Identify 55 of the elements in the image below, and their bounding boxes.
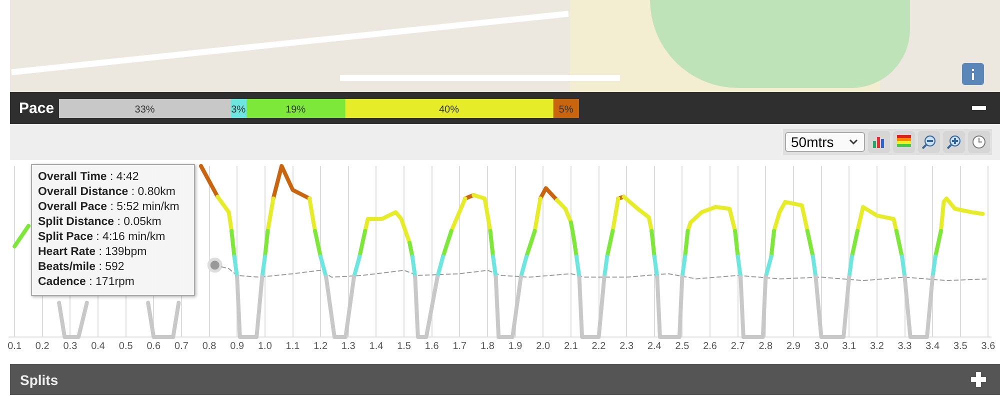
- x-tick-label: 1.9: [508, 340, 523, 352]
- bar: [59, 98, 231, 118]
- x-tick-label: 1.4: [369, 340, 384, 352]
- x-tick-label: 1.5: [397, 340, 412, 352]
- x-tick-label: 2.3: [620, 340, 634, 352]
- distance-select: 50mtrs: [785, 132, 865, 152]
- x-tick-label: 2.4: [647, 340, 662, 352]
- x-tick-label: 0.2: [35, 340, 50, 352]
- x-tick-label: 1.2: [314, 340, 328, 352]
- bar: [246, 98, 346, 118]
- x-tick-label: 3.4: [926, 340, 940, 352]
- x-tick-label: 1.6: [424, 340, 440, 352]
- x-tick-label: 3.6: [981, 340, 996, 352]
- x-tick-label: 2.9: [786, 340, 801, 352]
- x-tick-label: 2.6: [703, 340, 718, 352]
- x-tick-label: 0.5: [118, 340, 134, 352]
- bar: [344, 98, 554, 118]
- x-tick-label: 2.7: [730, 340, 746, 352]
- annotation: Split Distance : 0.05km: [38, 215, 162, 230]
- x-tick-label: 1.8: [480, 340, 495, 352]
- annotation: Overall Pace : 5:52 min/km: [38, 200, 180, 215]
- x-tick-label: 1.0: [258, 340, 272, 352]
- annotation: Cadence : 171rpm: [38, 275, 136, 290]
- x-tick-label: 1.1: [286, 340, 300, 352]
- x-tick-label: 3.5: [953, 340, 968, 352]
- x-tick-label: 1.7: [452, 340, 468, 352]
- annotation: Beats/mile : 592: [38, 260, 126, 275]
- x-tick-label: 0.9: [230, 340, 244, 352]
- x-tick-label: 2.0: [536, 340, 551, 352]
- x-tick-label: 0.3: [63, 340, 78, 352]
- x-tick-label: 2.8: [758, 340, 774, 352]
- annotation: Overall Time : 4:42: [38, 170, 140, 185]
- data-label: 33%: [134, 104, 155, 115]
- x-tick-label: 2.5: [675, 340, 690, 352]
- x-tick-label: 3.1: [842, 340, 857, 352]
- chart-title: Pace: [19, 100, 56, 116]
- data-label: 19%: [286, 104, 306, 115]
- text: Splits: [20, 372, 58, 388]
- data-label: 3%: [231, 104, 246, 115]
- data-label: 40%: [438, 104, 460, 115]
- x-tick-label: 0.1: [8, 340, 22, 352]
- x-tick-label: 1.3: [341, 340, 356, 352]
- x-tick-label: 0.6: [146, 340, 162, 352]
- x-tick-label: 2.2: [592, 340, 606, 352]
- annotation: Split Pace : 4:16 min/km: [38, 230, 166, 245]
- x-tick-label: 0.4: [91, 340, 106, 352]
- annotation: Heart Rate : 139bpm: [38, 245, 148, 260]
- data-label: 5%: [558, 104, 574, 115]
- x-tick-label: 2.1: [564, 340, 578, 352]
- annotation: Overall Distance : 0.80km: [38, 185, 176, 200]
- x-tick-label: 3.2: [870, 340, 884, 352]
- x-tick-label: 3.0: [814, 340, 829, 352]
- x-tick-label: 0.7: [174, 340, 189, 352]
- x-tick-label: 0.8: [202, 340, 217, 352]
- x-tick-label: 3.3: [898, 340, 912, 352]
